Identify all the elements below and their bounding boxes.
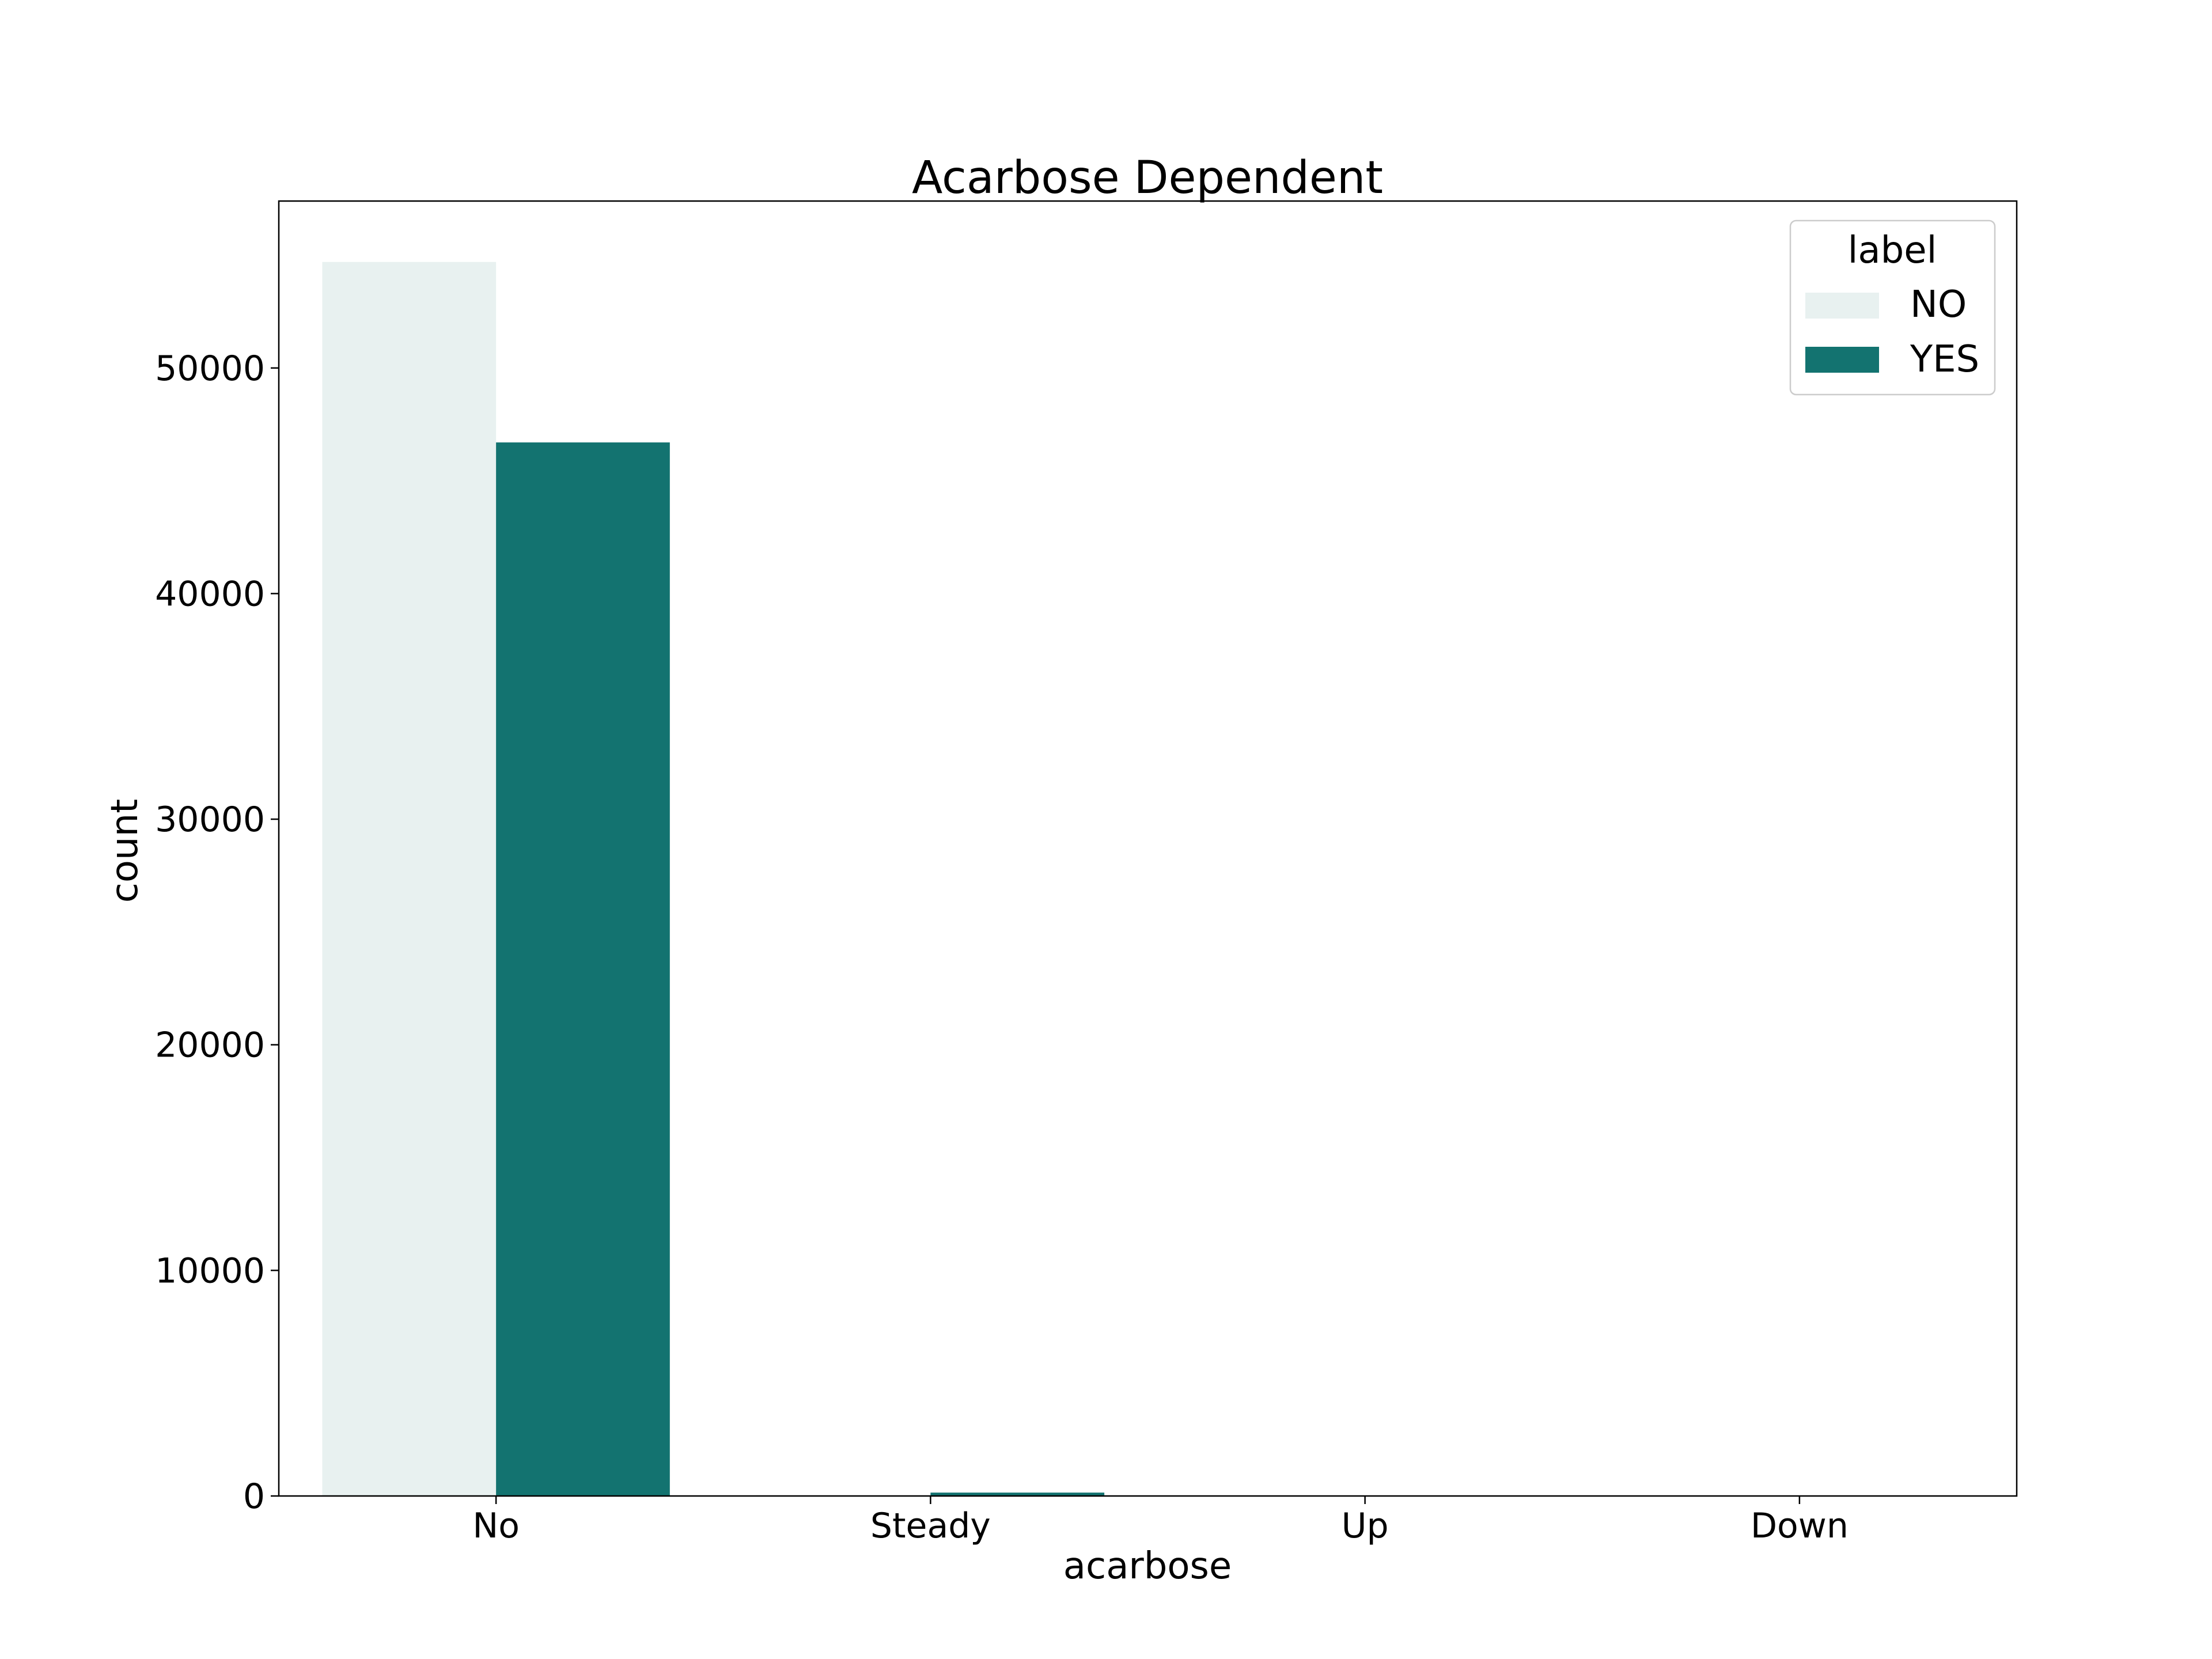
x-tick-label: Down	[1751, 1506, 1849, 1546]
y-tick-label: 0	[243, 1476, 265, 1517]
x-tick-label: No	[472, 1506, 520, 1546]
bars-group	[322, 262, 1974, 1496]
x-axis: No Steady Up Down	[472, 1496, 1849, 1546]
y-axis-label: count	[104, 799, 146, 903]
legend-label-yes: YES	[1910, 338, 1979, 381]
y-tick-label: 50000	[155, 349, 265, 389]
legend-label-no: NO	[1910, 283, 1967, 326]
legend-swatch-yes	[1805, 347, 1879, 373]
legend-title: label	[1848, 229, 1937, 272]
chart-title: Acarbose Dependent	[912, 152, 1383, 204]
legend: label NO YES	[1789, 219, 1996, 396]
y-tick-label: 10000	[155, 1251, 265, 1291]
y-tick-label: 40000	[155, 574, 265, 614]
x-tick-label: Steady	[870, 1506, 991, 1546]
plot-frame	[278, 200, 2018, 1497]
y-tick-label: 30000	[155, 800, 265, 840]
y-axis: 0 10000 20000 30000 40000 50000	[155, 349, 279, 1517]
bar-yes-steady	[930, 1493, 1105, 1496]
bar-yes-no	[496, 442, 670, 1496]
legend-swatch-no	[1805, 293, 1879, 319]
y-tick-label: 20000	[155, 1025, 265, 1066]
bar-no-no	[322, 262, 497, 1496]
x-tick-label: Up	[1342, 1506, 1389, 1546]
x-axis-label: acarbose	[1063, 1545, 1232, 1588]
